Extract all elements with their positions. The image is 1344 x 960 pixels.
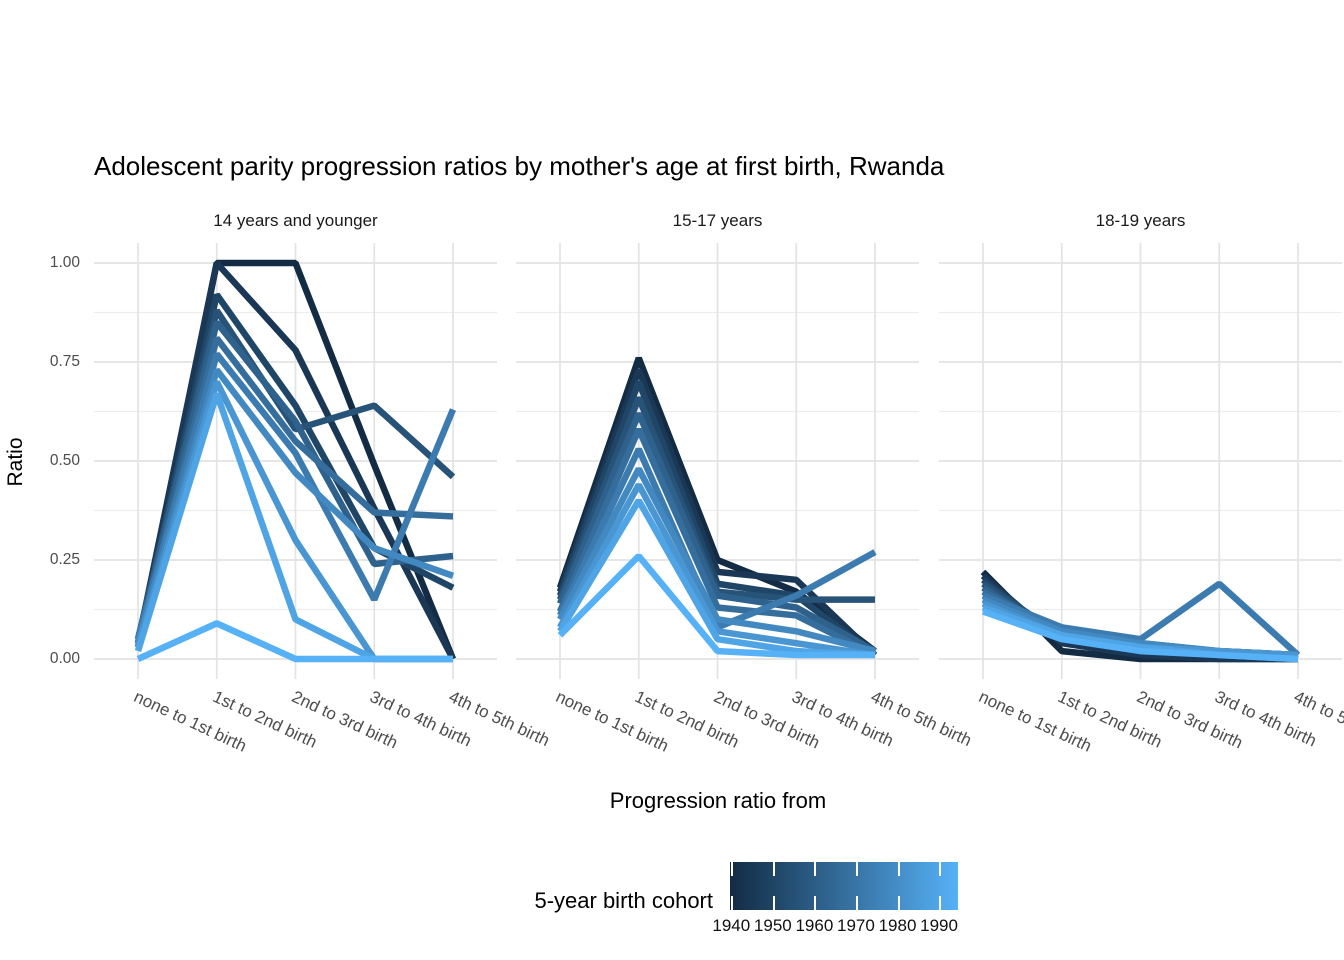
cohort-line-1960 bbox=[556, 412, 877, 654]
legend-title: 5-year birth cohort bbox=[534, 888, 713, 913]
chart-title: Adolescent parity progression ratios by … bbox=[94, 151, 945, 181]
facet-panel-18-19 bbox=[939, 243, 1342, 679]
cohort-line-1990 bbox=[136, 620, 453, 663]
facet-panel-14-and-younger bbox=[94, 243, 497, 679]
colorbar-tick bbox=[939, 862, 942, 876]
y-tick-label: 0.75 bbox=[49, 353, 80, 370]
legend-tick-label: 1940 bbox=[712, 916, 751, 935]
y-tick-label: 0.25 bbox=[49, 551, 80, 568]
cohort-line-1990 bbox=[557, 553, 875, 659]
y-tick-label: 1.00 bbox=[49, 254, 80, 271]
cohort-line-1965 bbox=[557, 428, 877, 658]
colorbar-tick bbox=[897, 896, 900, 910]
y-tick-label: 0.00 bbox=[49, 650, 80, 667]
facet-strip-14-and-younger: 14 years and younger bbox=[213, 211, 378, 230]
cohort-line-1990 bbox=[981, 608, 1299, 663]
legend-tick-label: 1970 bbox=[837, 916, 875, 935]
x-axis-title: Progression ratio from bbox=[609, 788, 827, 813]
colorbar-tick bbox=[814, 862, 817, 876]
facet-strip-15-17: 15-17 years bbox=[672, 211, 763, 230]
colorbar-tick bbox=[855, 862, 858, 876]
legend-colorbar bbox=[730, 862, 958, 910]
legend-tick-label: 1960 bbox=[795, 916, 834, 935]
colorbar-tick bbox=[772, 862, 775, 876]
cohort-line-1970 bbox=[981, 581, 1301, 658]
legend-tick-label: 1990 bbox=[920, 916, 958, 935]
cohort-line-1970 bbox=[134, 352, 457, 641]
y-tick-label: 0.50 bbox=[49, 452, 80, 469]
legend-tick-label: 1980 bbox=[878, 916, 917, 935]
colorbar-tick bbox=[897, 862, 900, 876]
cohort-line-1975 bbox=[557, 467, 876, 655]
colorbar-tick bbox=[731, 862, 734, 876]
facet-strip-18-19: 18-19 years bbox=[1095, 211, 1186, 230]
colorbar-tick bbox=[939, 896, 942, 910]
colorbar-tick bbox=[772, 896, 775, 910]
legend-tick-label: 1950 bbox=[753, 916, 792, 935]
cohort-line-1980 bbox=[557, 483, 876, 659]
facet-panel-15-17 bbox=[516, 243, 919, 679]
colorbar-tick bbox=[731, 896, 734, 910]
colorbar-tick bbox=[814, 896, 817, 910]
colorbar-tick bbox=[855, 896, 858, 910]
